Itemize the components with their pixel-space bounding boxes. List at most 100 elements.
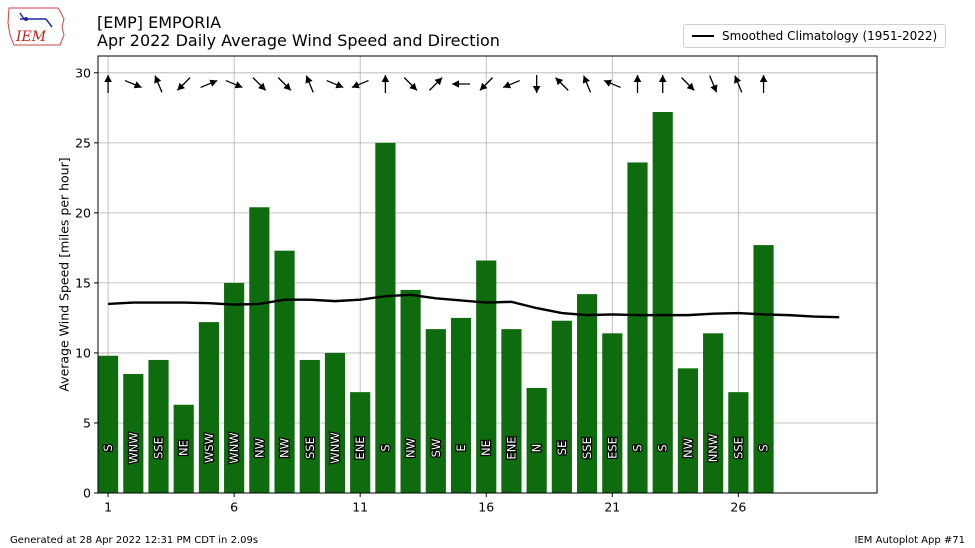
arrow-head	[603, 79, 612, 87]
wind-direction-arrow	[225, 79, 243, 89]
bar	[400, 289, 421, 493]
bar-direction-label: WNW	[126, 432, 140, 463]
wind-direction-arrow	[351, 79, 369, 89]
bar-direction-label: S	[101, 444, 115, 451]
wind-direction-arrow	[532, 75, 541, 93]
legend-label: Smoothed Climatology (1951-2022)	[722, 29, 938, 43]
bar	[299, 359, 320, 493]
wind-direction-arrow	[200, 79, 218, 89]
bar-direction-label: E	[454, 444, 468, 451]
bar-direction-label: NE	[479, 440, 493, 456]
y-tick-label: 25	[75, 135, 91, 150]
generated-timestamp: Generated at 28 Apr 2022 12:31 PM CDT in…	[10, 535, 259, 546]
arrow-head	[658, 75, 667, 82]
wind-direction-arrow	[759, 75, 768, 93]
x-tick-label: 6	[230, 500, 238, 515]
arrow-head	[335, 81, 344, 89]
wind-direction-arrow	[555, 77, 569, 91]
svg-text:IEM: IEM	[15, 29, 47, 45]
bar	[224, 282, 245, 493]
wind-direction-arrow	[734, 75, 743, 93]
bar-direction-label: SSE	[731, 437, 745, 459]
chart-subtitle: Apr 2022 Daily Average Wind Speed and Di…	[97, 31, 500, 50]
arrow-head	[283, 82, 291, 91]
wind-direction-arrow	[277, 77, 292, 91]
climatology-line	[108, 293, 840, 319]
y-tick-label: 10	[75, 345, 91, 360]
arrow-head	[133, 81, 142, 89]
x-tick-label: 21	[604, 500, 620, 515]
bar	[753, 245, 774, 493]
arrow-head	[154, 75, 162, 84]
x-tick-label: 1	[104, 500, 112, 515]
arrow-head	[104, 75, 112, 82]
y-tick-label: 5	[83, 415, 91, 430]
plot-frame	[97, 55, 878, 494]
arrow-head	[305, 75, 313, 84]
arrow-head	[633, 75, 642, 82]
bar-direction-label: WNW	[328, 432, 342, 463]
bar-direction-label: SW	[429, 439, 443, 458]
bar	[148, 359, 169, 493]
bar-direction-label: NW	[681, 438, 695, 458]
bar	[274, 250, 295, 493]
y-tick-label: 30	[75, 65, 91, 80]
y-tick-label: 0	[83, 486, 91, 501]
y-tick-label: 15	[75, 275, 91, 290]
arrow-head	[479, 82, 488, 91]
bar-direction-label: NW	[404, 438, 418, 458]
arrow-head	[555, 77, 564, 86]
bar	[627, 162, 648, 493]
bar-direction-label: ENE	[353, 436, 367, 459]
wind-direction-arrow	[502, 79, 521, 89]
arrow-head	[434, 77, 443, 86]
bar	[123, 373, 144, 493]
bar-direction-label: SSE	[152, 437, 166, 459]
wind-direction-arrow	[403, 77, 418, 91]
bar-direction-label: ESE	[605, 437, 619, 459]
wind-direction-arrow	[428, 77, 443, 91]
bar	[501, 329, 522, 493]
bar	[350, 392, 371, 493]
wind-direction-arrow	[709, 75, 718, 93]
bar	[425, 329, 446, 493]
bar	[703, 333, 724, 493]
wind-direction-arrow	[582, 75, 592, 93]
bar	[450, 317, 472, 493]
arrow-head	[503, 81, 512, 89]
bar	[375, 142, 396, 494]
arrow-head	[381, 75, 390, 82]
wind-direction-arrow	[452, 80, 471, 88]
arrow-head	[686, 82, 695, 91]
wind-direction-arrow	[252, 77, 267, 91]
bar-direction-label: S	[757, 444, 771, 451]
arrow-head	[452, 80, 460, 88]
wind-direction-arrow	[658, 75, 667, 93]
bar	[576, 294, 598, 493]
bar-direction-label: WNW	[227, 432, 241, 463]
wind-direction-arrow	[681, 77, 695, 91]
bar	[173, 404, 194, 493]
bar-direction-label: NNW	[706, 434, 720, 463]
arrow-head	[710, 84, 718, 93]
bar	[652, 112, 673, 494]
chart-title: [EMP] EMPORIA	[97, 13, 222, 32]
arrow-head	[351, 81, 360, 89]
arrow-head	[234, 81, 243, 89]
arrow-head	[734, 75, 742, 84]
legend: Smoothed Climatology (1951-2022)	[683, 24, 947, 48]
bar	[249, 207, 270, 493]
legend-line-swatch	[692, 35, 714, 37]
bar-direction-label: SE	[555, 441, 569, 456]
arrow-head	[582, 75, 590, 84]
bar-direction-label: S	[631, 444, 645, 451]
bar-direction-label: ENE	[504, 436, 518, 459]
arrow-head	[532, 86, 541, 93]
bar-direction-label: S	[656, 444, 670, 451]
bar	[324, 352, 346, 493]
wind-direction-arrow	[124, 79, 142, 89]
bar	[728, 392, 749, 493]
wind-direction-arrow	[603, 79, 621, 89]
bar-direction-label: SSE	[580, 437, 594, 459]
